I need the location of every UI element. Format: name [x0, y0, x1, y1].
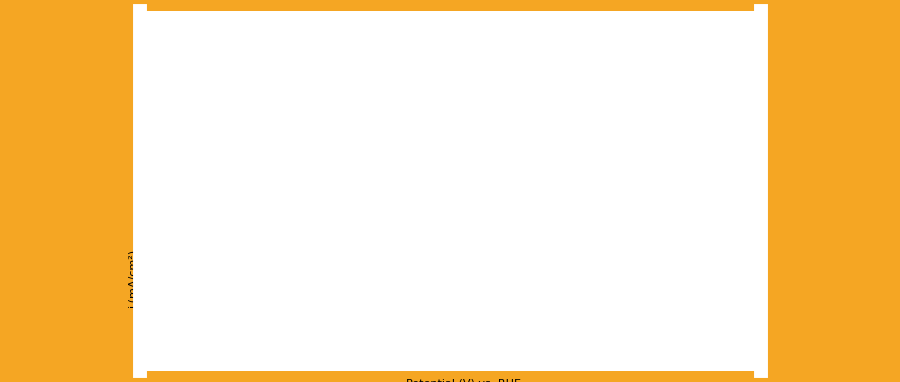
Y-axis label: j (mA/cm²): j (mA/cm²)	[139, 72, 148, 131]
Text: Fe active site
(OER 2): Fe active site (OER 2)	[262, 29, 322, 49]
Text: a: a	[383, 209, 391, 219]
Text: (a): (a)	[189, 27, 211, 41]
X-axis label: Potential (V) vs. RHE: Potential (V) vs. RHE	[406, 203, 521, 213]
Y-axis label: j (mA/cm²): j (mA/cm²)	[130, 250, 140, 309]
Text: (b): (b)	[192, 207, 214, 221]
Text: Fe leaching &
Ni active site
(OER 4): Fe leaching & Ni active site (OER 4)	[505, 19, 567, 49]
Text: New OER area: New OER area	[592, 262, 656, 283]
Text: Ni active site
(OER 1): Ni active site (OER 1)	[233, 99, 292, 118]
X-axis label: Potential (V) vs. RHE: Potential (V) vs. RHE	[406, 379, 521, 382]
Text: Fe active
& Ni active sites
(OER 3): Fe active & Ni active sites (OER 3)	[318, 19, 392, 49]
Text: b: b	[436, 209, 444, 219]
